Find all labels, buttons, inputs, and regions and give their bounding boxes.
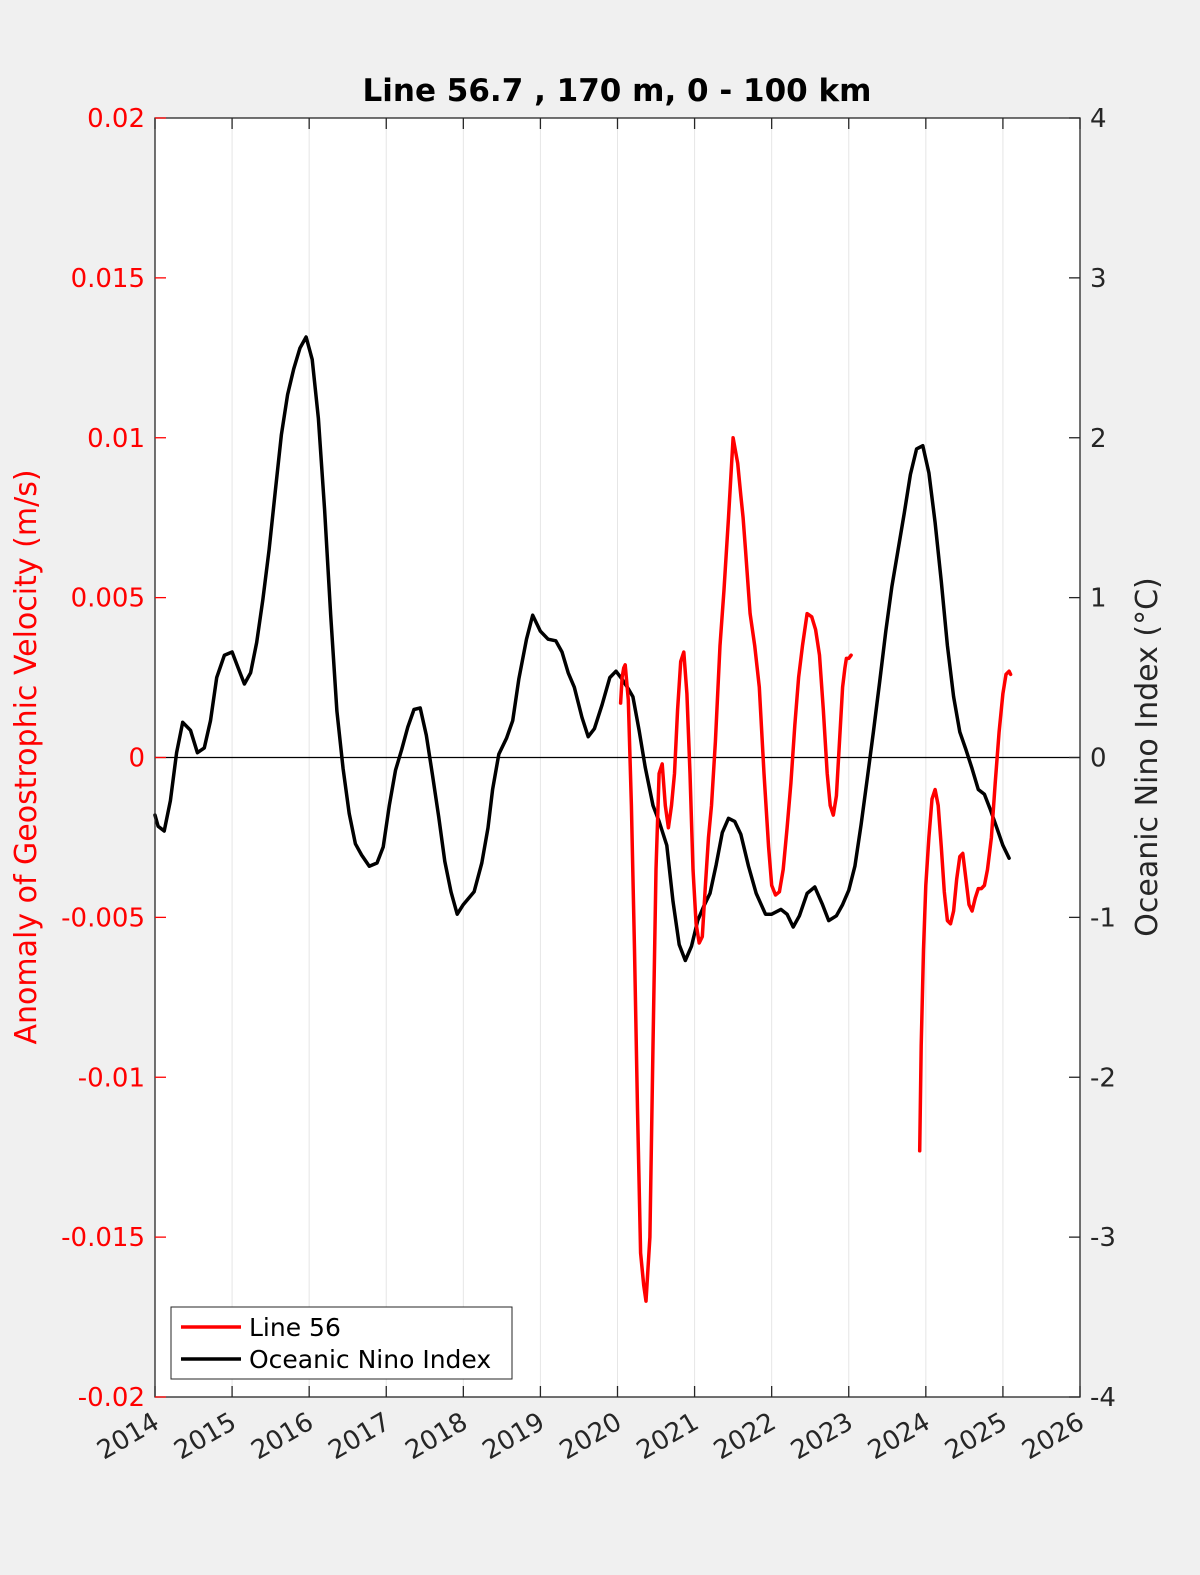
y-axis-left-label: Anomaly of Geostrophic Velocity (m/s) — [9, 469, 44, 1044]
x-tick-label: 2020 — [555, 1407, 627, 1466]
x-tick-label: 2024 — [863, 1407, 935, 1466]
series-layer — [153, 335, 1013, 1303]
y-right-tick-label: -3 — [1090, 1223, 1116, 1253]
x-tick-label: 2015 — [169, 1407, 241, 1466]
x-tick-label: 2019 — [478, 1407, 550, 1466]
legend-box — [170, 1306, 513, 1380]
line-56-series-segment — [618, 436, 853, 1303]
legend-label-oni: Oceanic Nino Index — [249, 1345, 491, 1374]
y-right-tick-label: 2 — [1090, 424, 1107, 454]
y-left-tick-label: 0.01 — [87, 424, 145, 454]
y-right-tick-label: -4 — [1090, 1383, 1116, 1413]
y-right-tick-label: 1 — [1090, 584, 1107, 614]
y-left-tick-label: 0.015 — [71, 264, 145, 294]
y-left-tick-label: -0.01 — [78, 1063, 145, 1093]
x-tick-label: 2026 — [1017, 1407, 1089, 1466]
x-tick-label: 2023 — [786, 1407, 858, 1466]
y-right-tick-label: 0 — [1090, 744, 1107, 774]
x-tick-label: 2021 — [632, 1407, 704, 1466]
x-tick-label: 2025 — [940, 1407, 1012, 1466]
y-left-tick-label: 0 — [128, 744, 145, 774]
x-tick-label: 2016 — [246, 1407, 318, 1466]
y-right-tick-label: 4 — [1090, 104, 1107, 134]
y-left-tick-label: 0.005 — [71, 584, 145, 614]
y-right-tick-label: 3 — [1090, 264, 1107, 294]
y-right-tick-label: -1 — [1090, 903, 1116, 933]
y-right-tick-label: -2 — [1090, 1063, 1116, 1093]
y-left-tick-label: 0.02 — [87, 104, 145, 134]
legend: Line 56 Oceanic Nino Index — [170, 1306, 513, 1380]
y-axis-right-label: Oceanic Nino Index (°C) — [1130, 577, 1165, 937]
y-left-tick-label: -0.005 — [61, 903, 145, 933]
line-56-series-segment — [917, 669, 1013, 1153]
y-left-tick-label: -0.02 — [78, 1383, 145, 1413]
legend-label-line-56: Line 56 — [249, 1313, 341, 1342]
x-tick-label: 2014 — [92, 1407, 164, 1466]
x-tick-label: 2017 — [323, 1407, 395, 1466]
x-tick-label: 2018 — [401, 1407, 473, 1466]
chart-title: Line 56.7 , 170 m, 0 - 100 km — [363, 73, 872, 109]
x-tick-label: 2022 — [709, 1407, 781, 1466]
y-left-tick-label: -0.015 — [61, 1223, 145, 1253]
oni-series-line — [153, 335, 1011, 963]
